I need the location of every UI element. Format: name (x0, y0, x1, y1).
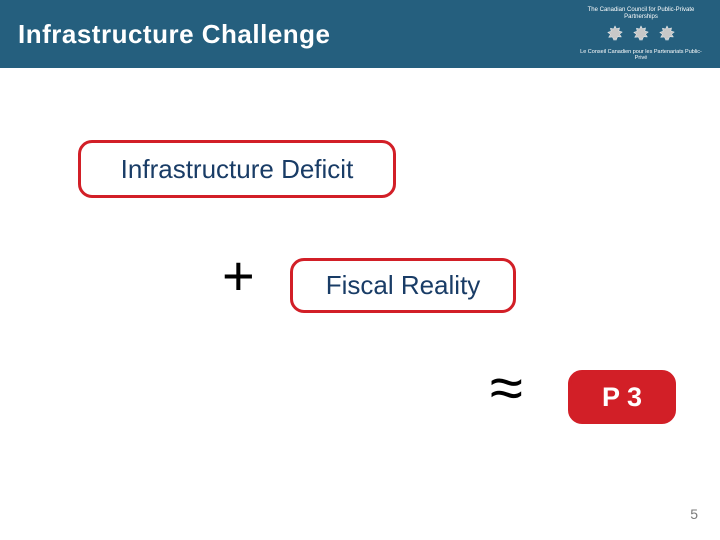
maple-leaf-icon (630, 24, 652, 46)
title-bar: Infrastructure Challenge The Canadian Co… (0, 0, 720, 68)
logo-text-en: The Canadian Council for Public-Private … (576, 7, 706, 20)
equation-term-2: Fiscal Reality (290, 258, 516, 313)
org-logo: The Canadian Council for Public-Private … (576, 6, 706, 62)
term-1-label: Infrastructure Deficit (121, 154, 354, 185)
maple-leaf-icon (656, 24, 678, 46)
maple-leaf-icons (604, 24, 678, 46)
term-2-label: Fiscal Reality (326, 270, 481, 301)
maple-leaf-icon (604, 24, 626, 46)
slide-title: Infrastructure Challenge (18, 19, 331, 50)
equation-term-1: Infrastructure Deficit (78, 140, 396, 198)
slide: Infrastructure Challenge The Canadian Co… (0, 0, 720, 540)
approx-symbol: ≈ (490, 353, 523, 422)
plus-symbol: + (222, 243, 255, 308)
result-label: P 3 (602, 382, 642, 413)
logo-text-fr: Le Conseil Canadien pour les Partenariat… (576, 49, 706, 61)
equation-result: P 3 (568, 370, 676, 424)
page-number: 5 (690, 506, 698, 522)
